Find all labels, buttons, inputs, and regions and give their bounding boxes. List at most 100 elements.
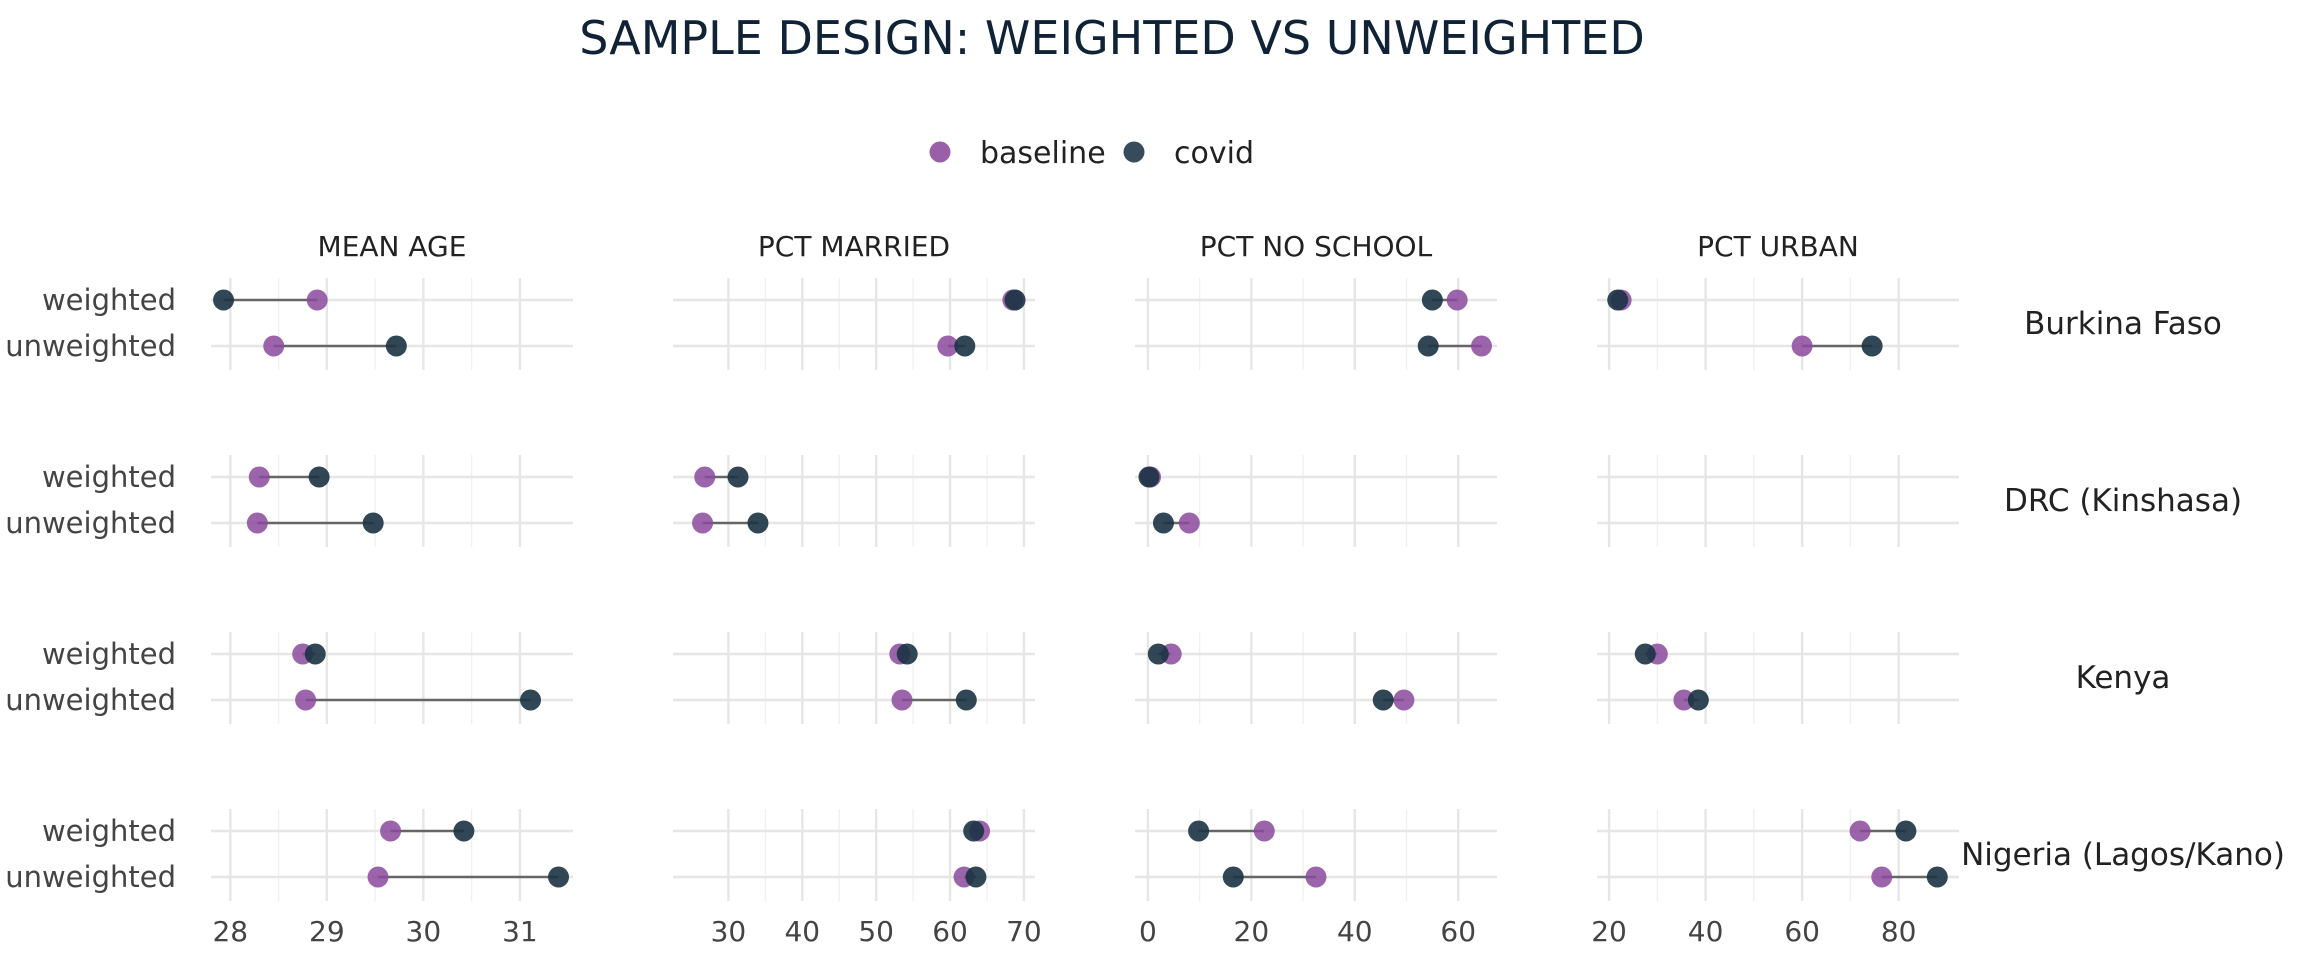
- x-tick-label: 70: [1006, 915, 1042, 948]
- point-baseline: [1178, 512, 1200, 534]
- point-baseline: [1849, 820, 1871, 842]
- panel: [1135, 278, 1497, 370]
- point-covid: [520, 689, 542, 711]
- point-baseline: [1305, 866, 1327, 888]
- legend-label-covid: covid: [1174, 136, 1254, 171]
- point-covid: [1634, 643, 1656, 665]
- panel: [673, 278, 1035, 370]
- point-baseline: [1791, 335, 1813, 357]
- panel: [1597, 278, 1959, 370]
- panel: [1597, 455, 1959, 547]
- y-tick-label: unweighted: [5, 329, 176, 363]
- point-covid: [1687, 689, 1709, 711]
- facet-title: MEAN AGE: [318, 230, 467, 263]
- x-tick-label: 29: [309, 915, 345, 948]
- point-baseline: [367, 866, 389, 888]
- point-baseline: [248, 466, 270, 488]
- point-covid: [453, 820, 475, 842]
- point-covid: [1152, 512, 1174, 534]
- point-baseline: [694, 466, 716, 488]
- point-covid: [1895, 820, 1917, 842]
- point-baseline: [937, 335, 959, 357]
- point-baseline: [306, 289, 328, 311]
- point-covid: [213, 289, 235, 311]
- point-covid: [896, 643, 918, 665]
- panel: [211, 632, 573, 724]
- point-covid: [1004, 289, 1026, 311]
- facet-title: PCT MARRIED: [758, 230, 950, 263]
- y-tick-label: unweighted: [5, 683, 176, 717]
- x-tick-label: 30: [406, 915, 442, 948]
- point-covid: [955, 689, 977, 711]
- point-covid: [1421, 289, 1443, 311]
- y-tick-label: unweighted: [5, 506, 176, 540]
- x-tick-label: 80: [1881, 915, 1917, 948]
- panel: [1135, 632, 1497, 724]
- panel: [673, 632, 1035, 724]
- point-baseline: [692, 512, 714, 534]
- y-tick-label: weighted: [42, 637, 176, 671]
- legend-key-covid: [1123, 141, 1145, 163]
- x-tick-label: 40: [1688, 915, 1724, 948]
- point-covid: [1861, 335, 1883, 357]
- x-tick-label: 28: [212, 915, 248, 948]
- chart-title: SAMPLE DESIGN: WEIGHTED VS UNWEIGHTED: [579, 11, 1645, 65]
- point-covid: [954, 335, 976, 357]
- x-tick-label: 50: [858, 915, 894, 948]
- row-strip-label: DRC (Kinshasa): [2004, 483, 2242, 519]
- x-tick-label: 31: [502, 915, 538, 948]
- panel: 20 40 60 80: [1591, 809, 1959, 948]
- point-covid: [1372, 689, 1394, 711]
- row-strip-label: Kenya: [2076, 660, 2171, 696]
- point-covid: [1417, 335, 1439, 357]
- y-tick-label: weighted: [42, 283, 176, 317]
- y-tick-label: weighted: [42, 460, 176, 494]
- point-covid: [362, 512, 384, 534]
- panel: 28 29 30 31: [211, 809, 573, 948]
- point-covid: [965, 866, 987, 888]
- x-tick-label: 40: [784, 915, 820, 948]
- point-baseline: [1470, 335, 1492, 357]
- point-covid: [747, 512, 769, 534]
- point-baseline: [295, 689, 317, 711]
- x-tick-label: 20: [1234, 915, 1270, 948]
- x-tick-label: 20: [1591, 915, 1627, 948]
- panel: [211, 278, 573, 370]
- point-covid: [1607, 289, 1629, 311]
- legend-label-baseline: baseline: [980, 136, 1106, 171]
- panel: [1135, 455, 1497, 547]
- point-covid: [1222, 866, 1244, 888]
- point-covid: [1188, 820, 1210, 842]
- y-tick-label: weighted: [42, 814, 176, 848]
- point-baseline: [1446, 289, 1468, 311]
- point-covid: [1147, 643, 1169, 665]
- y-tick-label: unweighted: [5, 860, 176, 894]
- point-covid: [304, 643, 326, 665]
- panel: 0 20 40 60: [1135, 809, 1497, 948]
- x-tick-label: 30: [711, 915, 747, 948]
- point-baseline: [1673, 689, 1695, 711]
- point-baseline: [891, 689, 913, 711]
- x-tick-label: 60: [932, 915, 968, 948]
- point-covid: [1926, 866, 1948, 888]
- facet-title: PCT URBAN: [1697, 230, 1859, 263]
- point-baseline: [1253, 820, 1275, 842]
- facet-panels: MEAN AGE PCT MARRIED PCT NO SCHOOL PCT URBA…: [5, 230, 2285, 948]
- x-tick-label: 40: [1337, 915, 1373, 948]
- panel: [211, 455, 573, 547]
- facet-title: PCT NO SCHOOL: [1200, 230, 1433, 263]
- row-strip-label: Burkina Faso: [2024, 306, 2222, 342]
- point-covid: [548, 866, 570, 888]
- panel: [1597, 632, 1959, 724]
- x-tick-label: 0: [1139, 915, 1157, 948]
- panel: [673, 455, 1035, 547]
- row-strip-label: Nigeria (Lagos/Kano): [1961, 837, 2285, 873]
- point-covid: [1138, 466, 1160, 488]
- x-tick-label: 60: [1440, 915, 1476, 948]
- panel: 30 40 50 60 70: [673, 809, 1042, 948]
- x-tick-label: 60: [1784, 915, 1820, 948]
- point-covid: [727, 466, 749, 488]
- point-baseline: [1871, 866, 1893, 888]
- point-covid: [963, 820, 985, 842]
- point-baseline: [263, 335, 285, 357]
